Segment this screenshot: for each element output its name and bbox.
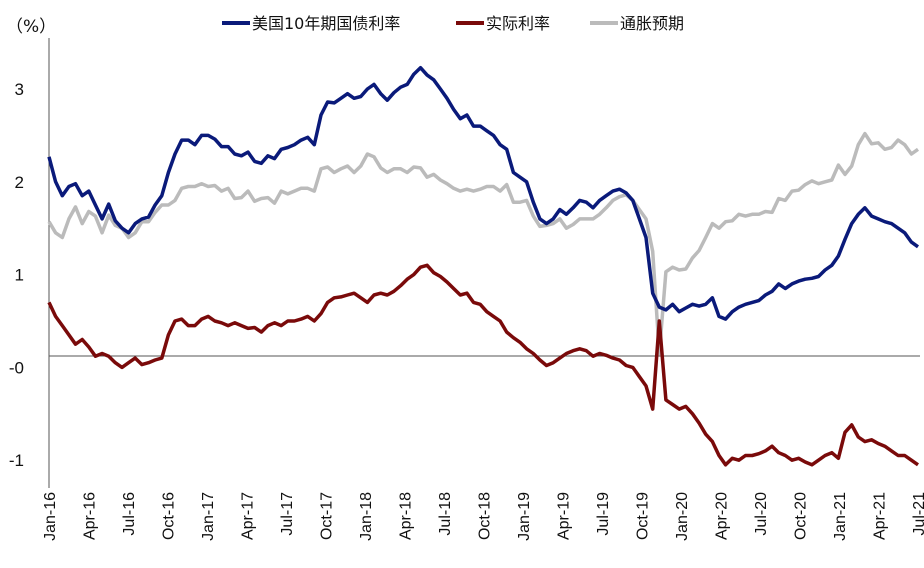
x-tick-label: Jul-16 (121, 492, 138, 536)
y-tick-label: -0 (9, 358, 24, 377)
x-tick-label: Oct-18 (477, 492, 494, 540)
series-line-us10y (47, 65, 920, 321)
x-tick-label: Oct-17 (319, 492, 336, 540)
x-tick-label: Jan-18 (358, 492, 375, 541)
x-tick-label: Apr-21 (872, 492, 889, 540)
x-tick-label: Jan-19 (516, 492, 533, 541)
x-tick-label: Apr-20 (714, 492, 731, 540)
x-tick-label: Apr-18 (398, 492, 415, 540)
legend-label-real-rate: 实际利率 (486, 14, 550, 33)
x-tick-label: Jan-16 (42, 492, 59, 541)
x-ticks: Jan-16 Apr-16 Jul-16 Oct-16 Jan-17 Apr-17 Jul-… (42, 492, 924, 541)
x-tick-label: Jul-21 (911, 492, 924, 536)
y-tick-label: -1 (9, 451, 24, 470)
legend-label-us10y: 美国10年期国债利率 (252, 14, 400, 33)
x-tick-label: Jul-19 (595, 492, 612, 536)
x-tick-label: Jan-17 (200, 492, 217, 541)
x-tick-label: Apr-16 (82, 492, 99, 540)
x-tick-label: Jul-17 (279, 492, 296, 536)
y-ticks: 3 2 1 -0 -1 (9, 80, 24, 470)
x-tick-label: Jan-20 (674, 492, 691, 541)
series-line-real-rate (47, 263, 920, 467)
y-tick-label: 1 (15, 266, 24, 285)
y-axis-unit-label: （%） (6, 17, 56, 37)
x-tick-label: Jul-20 (753, 492, 770, 536)
x-tick-label: Jul-18 (437, 492, 454, 536)
legend-label-inflation: 通胀预期 (620, 14, 684, 33)
series-line-inflation (47, 131, 920, 356)
y-tick-label: 2 (15, 173, 24, 192)
x-tick-label: Oct-19 (635, 492, 652, 540)
legend: 美国10年期国债利率 实际利率 通胀预期 (222, 14, 684, 33)
x-tick-label: Apr-17 (240, 492, 257, 540)
x-tick-label: Oct-16 (161, 492, 178, 540)
x-tick-label: Apr-19 (556, 492, 573, 540)
series-layer (47, 65, 920, 467)
x-tick-label: Oct-20 (793, 492, 810, 540)
y-tick-label: 3 (15, 80, 24, 99)
x-tick-label: Jan-21 (832, 492, 849, 541)
